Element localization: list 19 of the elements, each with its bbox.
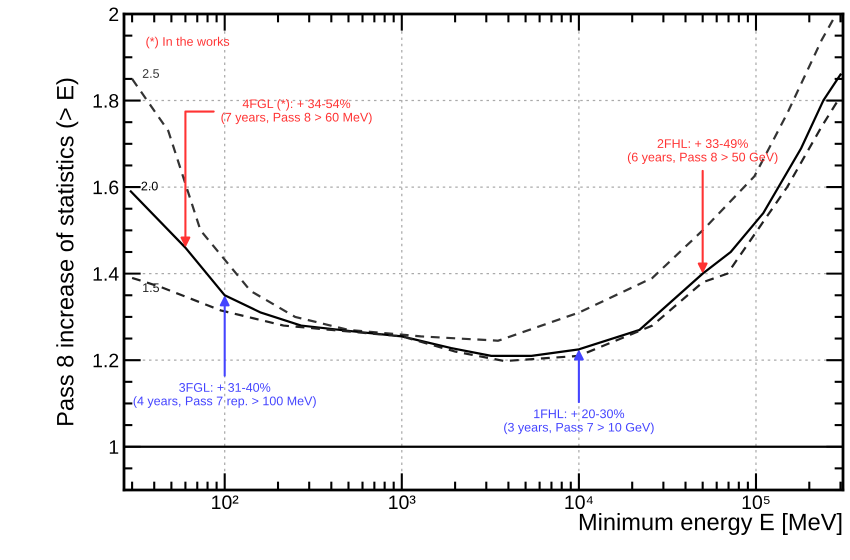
- annotation: (*) In the works: [146, 36, 230, 48]
- annotation: 4FGL (*): + 34-54% (7 years, Pass 8 > 60 MeV): [221, 99, 372, 124]
- y-tick-label: 1.4: [94, 267, 119, 281]
- y-tick-label: 1.8: [94, 94, 118, 108]
- x-tick-label: 10²: [212, 495, 238, 510]
- x-tick-label: 10³: [389, 495, 416, 510]
- annotation: 1FHL: + 20-30% (3 years, Pass 7 > 10 GeV): [504, 409, 654, 434]
- x-tick-label: 10⁵: [742, 495, 770, 510]
- x-axis-title: Minimum energy E [MeV]: [580, 512, 842, 535]
- y-tick-label: 1.2: [94, 354, 118, 368]
- series-label: 2.5: [142, 69, 160, 78]
- x-tick-label: 10⁴: [565, 495, 593, 510]
- annotation: 3FGL: + 31-40% (4 years, Pass 7 rep. > 100 MeV): [134, 383, 316, 408]
- y-tick-label: 1.6: [94, 180, 118, 194]
- legend-label: 2.0: [142, 182, 158, 190]
- y-tick-label: 1: [110, 440, 118, 454]
- y-tick-label: 2: [109, 7, 118, 22]
- annotation: 2FHL: + 33-49% (6 years, Pass 8 > 50 GeV): [628, 139, 778, 164]
- y-axis-title: Pass 8 increase of statistics (> E): [56, 78, 78, 425]
